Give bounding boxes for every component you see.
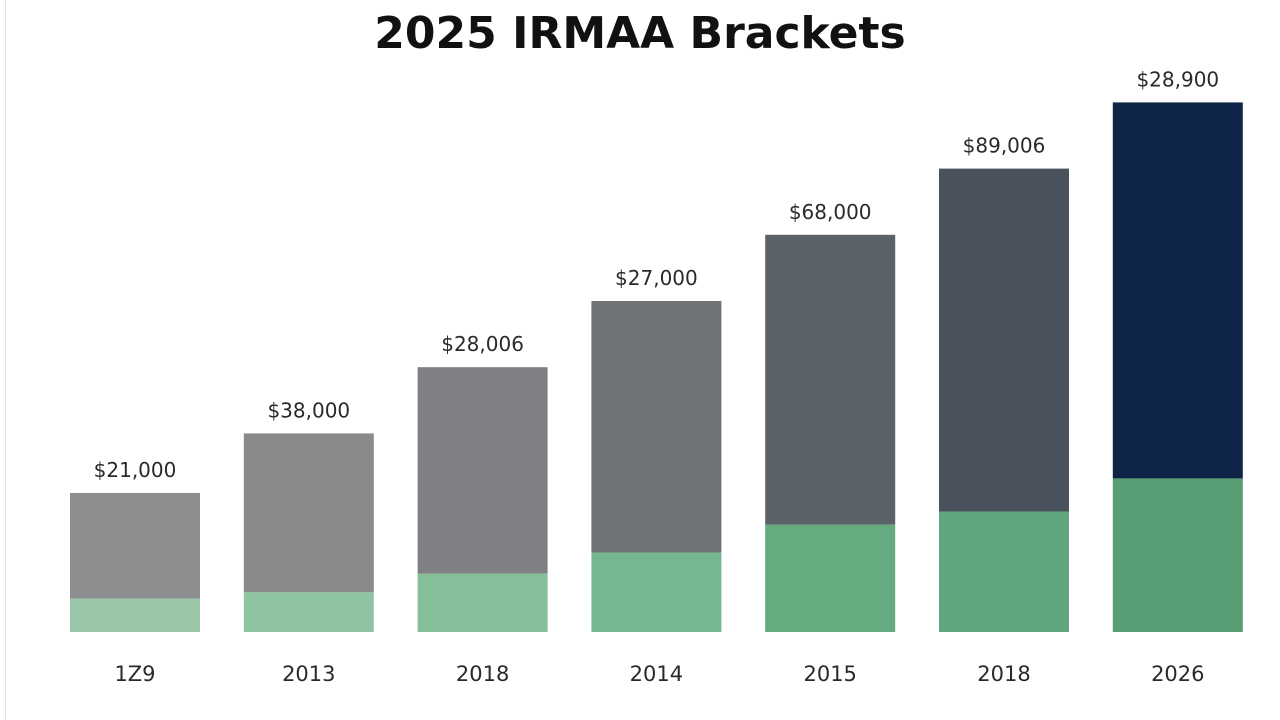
- bar-2-value-label: $28,006: [441, 332, 524, 356]
- chart-title: 2025 IRMAA Brackets: [374, 8, 906, 59]
- bar-4-upper: [765, 234, 896, 525]
- x-tick-label-3: 2014: [630, 662, 683, 686]
- x-tick-label-2: 2018: [456, 662, 509, 686]
- bar-2-upper: [417, 367, 548, 574]
- bar-6-base: [1112, 478, 1243, 632]
- bar-3-base: [591, 552, 722, 632]
- x-tick-label-5: 2018: [977, 662, 1030, 686]
- bar-6-upper: [1112, 102, 1243, 479]
- bar-5-value-label: $89,006: [963, 134, 1046, 158]
- bar-0-value-label: $21,000: [94, 458, 177, 482]
- x-tick-label-4: 2015: [803, 662, 856, 686]
- x-tick-label-1: 2013: [282, 662, 335, 686]
- bar-2-base: [417, 573, 548, 632]
- bar-6-value-label: $28,900: [1136, 67, 1219, 91]
- bar-1-upper: [243, 433, 374, 593]
- x-tick-label-0: 1Z9: [114, 662, 155, 686]
- bar-0-upper: [70, 492, 200, 599]
- bar-0-base: [70, 598, 200, 632]
- left-edge-line: [5, 0, 6, 720]
- bar-1-base: [243, 592, 374, 632]
- bar-3-value-label: $27,000: [615, 266, 698, 290]
- bar-4-value-label: $68,000: [789, 200, 872, 224]
- bar-1-value-label: $38,000: [267, 398, 350, 422]
- bar-5-base: [939, 511, 1069, 632]
- bar-3-upper: [591, 301, 722, 553]
- x-tick-label-6: 2026: [1151, 662, 1204, 686]
- bar-5-upper: [939, 168, 1069, 512]
- bar-4-base: [765, 524, 896, 632]
